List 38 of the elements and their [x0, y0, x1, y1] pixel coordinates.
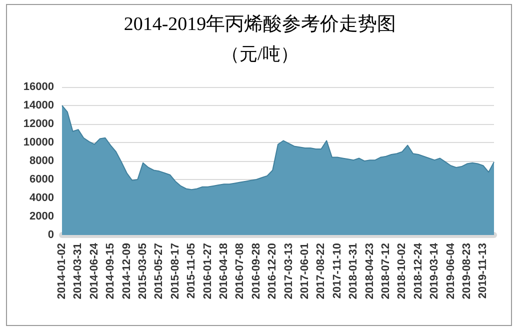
x-tick-label: 2014-06-24 [88, 242, 100, 300]
x-tick-label: 2019-08-23 [461, 243, 473, 300]
x-tick-label: 2019-11-13 [477, 243, 490, 299]
chart-subtitle: （元/吨） [221, 44, 299, 64]
y-tick-label: 16000 [23, 81, 54, 93]
x-tick-label: 2018-10-02 [396, 243, 408, 300]
y-tick-label: 8000 [30, 155, 54, 167]
x-tick-label: 2017-06-01 [299, 243, 311, 300]
x-tick-label: 2014-01-02 [56, 243, 68, 300]
x-tick-label: 2014-09-15 [104, 243, 117, 300]
x-tick-label: 2015-11-05 [186, 243, 198, 299]
x-tick-label: 2017-11-10 [331, 243, 344, 299]
x-tick-label: 2014-12-09 [120, 243, 133, 300]
x-tick-label: 2017-08-22 [315, 243, 328, 300]
x-tick-label: 2015-08-17 [169, 243, 182, 300]
x-tick-label: 2016-01-27 [202, 243, 214, 300]
y-tick-label: 0 [48, 229, 54, 241]
x-tick-label: 2018-04-23 [364, 243, 376, 300]
x-tick-label: 2019-06-04 [444, 242, 457, 300]
x-tick-label: 2016-07-08 [234, 243, 246, 300]
x-tick-label: 2014-03-31 [72, 243, 84, 300]
x-tick-label: 2016-09-28 [250, 243, 262, 300]
y-tick-label: 6000 [30, 174, 54, 186]
chart-title: 2014-2019年丙烯酸参考价走势图 [124, 14, 396, 35]
x-tick-label: 2017-03-13 [282, 243, 295, 300]
y-tick-label: 12000 [23, 118, 54, 130]
x-tick-label: 2018-12-24 [412, 242, 424, 300]
y-tick-label: 2000 [30, 210, 54, 222]
x-tick-label: 2015-05-27 [153, 243, 166, 300]
x-tick-label: 2015-03-05 [137, 243, 149, 300]
x-tick-label: 2018-07-12 [380, 243, 392, 300]
x-tick-label: 2016-12-20 [266, 243, 279, 300]
y-tick-label: 10000 [23, 136, 54, 148]
x-tick-label: 2018-01-31 [348, 243, 360, 300]
y-tick-label: 4000 [30, 192, 54, 204]
x-tick-label: 2016-04-18 [218, 243, 230, 300]
x-tick-label: 2019-03-14 [428, 242, 441, 300]
y-tick-label: 14000 [23, 100, 54, 112]
